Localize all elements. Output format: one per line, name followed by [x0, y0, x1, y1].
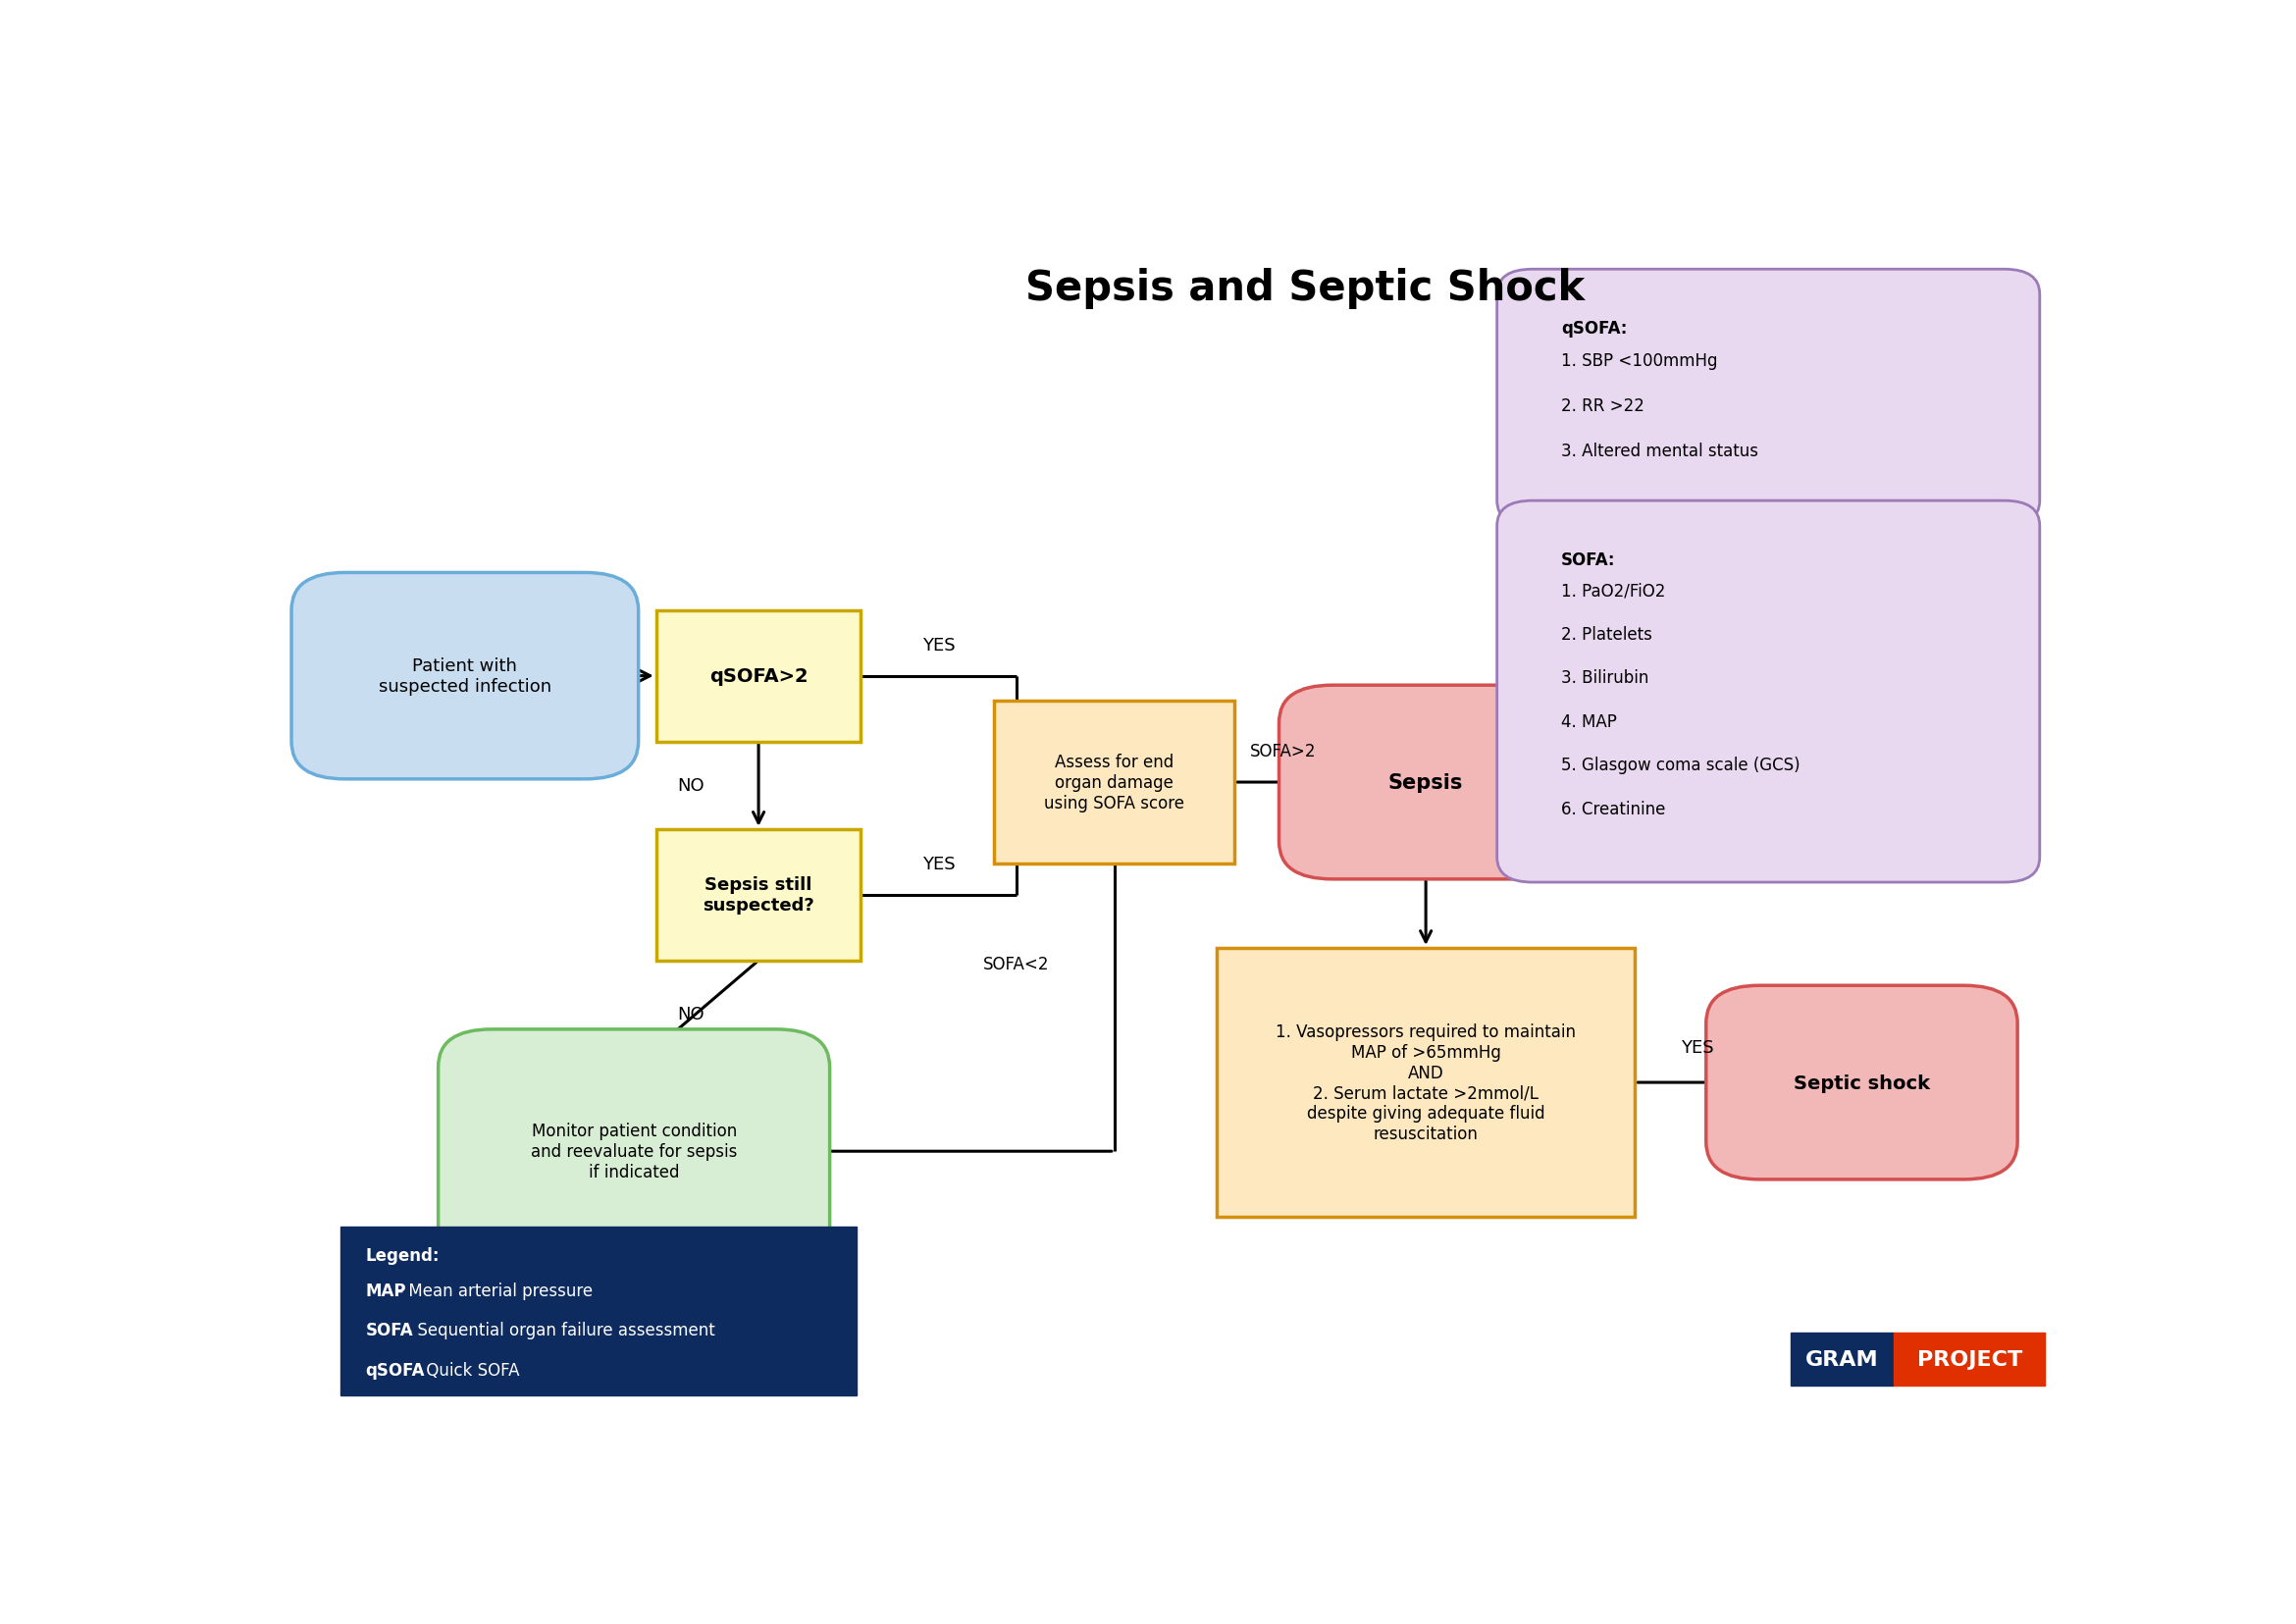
FancyBboxPatch shape	[292, 573, 638, 780]
Text: - Sequential organ failure assessment: - Sequential organ failure assessment	[402, 1322, 714, 1338]
Text: qSOFA>2: qSOFA>2	[709, 667, 808, 685]
Text: 1. Vasopressors required to maintain
MAP of >65mmHg
AND
2. Serum lactate >2mmol/: 1. Vasopressors required to maintain MAP…	[1277, 1023, 1575, 1143]
FancyBboxPatch shape	[1894, 1333, 2046, 1385]
FancyBboxPatch shape	[1497, 502, 2039, 883]
Text: PROJECT: PROJECT	[1917, 1350, 2023, 1369]
Text: Monitor patient condition
and reevaluate for sepsis
if indicated: Monitor patient condition and reevaluate…	[530, 1122, 737, 1181]
Text: SOFA<2: SOFA<2	[983, 955, 1049, 973]
Text: Patient with
suspected infection: Patient with suspected infection	[379, 658, 551, 695]
Text: SOFA>2: SOFA>2	[1251, 742, 1316, 760]
Text: qSOFA: qSOFA	[365, 1361, 425, 1379]
Text: 2. RR >22: 2. RR >22	[1561, 396, 1644, 414]
Text: YES: YES	[1681, 1039, 1713, 1057]
FancyBboxPatch shape	[1706, 986, 2018, 1179]
FancyBboxPatch shape	[1791, 1333, 1894, 1385]
Text: GRAM: GRAM	[1805, 1350, 1878, 1369]
Text: 3. Altered mental status: 3. Altered mental status	[1561, 442, 1759, 460]
Text: Sepsis and Septic Shock: Sepsis and Septic Shock	[1026, 268, 1584, 309]
Text: 3. Bilirubin: 3. Bilirubin	[1561, 669, 1649, 687]
Text: NO: NO	[677, 776, 705, 794]
FancyBboxPatch shape	[657, 611, 861, 742]
Text: Sepsis: Sepsis	[1389, 773, 1463, 793]
Text: NO: NO	[677, 1005, 705, 1023]
Text: YES: YES	[923, 856, 955, 872]
Text: Assess for end
organ damage
using SOFA score: Assess for end organ damage using SOFA s…	[1045, 754, 1185, 812]
FancyBboxPatch shape	[1497, 270, 2039, 526]
Text: YES: YES	[923, 637, 955, 654]
Text: - Quick SOFA: - Quick SOFA	[411, 1361, 519, 1379]
Text: qSOFA:: qSOFA:	[1561, 320, 1628, 338]
Text: - Mean arterial pressure: - Mean arterial pressure	[393, 1281, 592, 1299]
FancyBboxPatch shape	[1217, 948, 1635, 1216]
FancyBboxPatch shape	[657, 830, 861, 961]
Text: SOFA:: SOFA:	[1561, 551, 1616, 568]
Text: 5. Glasgow coma scale (GCS): 5. Glasgow coma scale (GCS)	[1561, 757, 1800, 775]
FancyBboxPatch shape	[340, 1226, 856, 1395]
Text: Legend:: Legend:	[365, 1247, 439, 1263]
Text: Septic shock: Septic shock	[1793, 1073, 1931, 1091]
Text: Sepsis still
suspected?: Sepsis still suspected?	[703, 875, 815, 914]
FancyBboxPatch shape	[1279, 685, 1573, 880]
Text: 1. PaO2/FiO2: 1. PaO2/FiO2	[1561, 581, 1665, 599]
Text: 2. Platelets: 2. Platelets	[1561, 625, 1653, 643]
Text: MAP: MAP	[365, 1281, 406, 1299]
Text: 1. SBP <100mmHg: 1. SBP <100mmHg	[1561, 352, 1717, 369]
Text: 4. MAP: 4. MAP	[1561, 713, 1616, 731]
FancyBboxPatch shape	[439, 1030, 829, 1273]
Text: SOFA: SOFA	[365, 1322, 413, 1338]
FancyBboxPatch shape	[994, 702, 1235, 864]
Text: 6. Creatinine: 6. Creatinine	[1561, 801, 1665, 818]
